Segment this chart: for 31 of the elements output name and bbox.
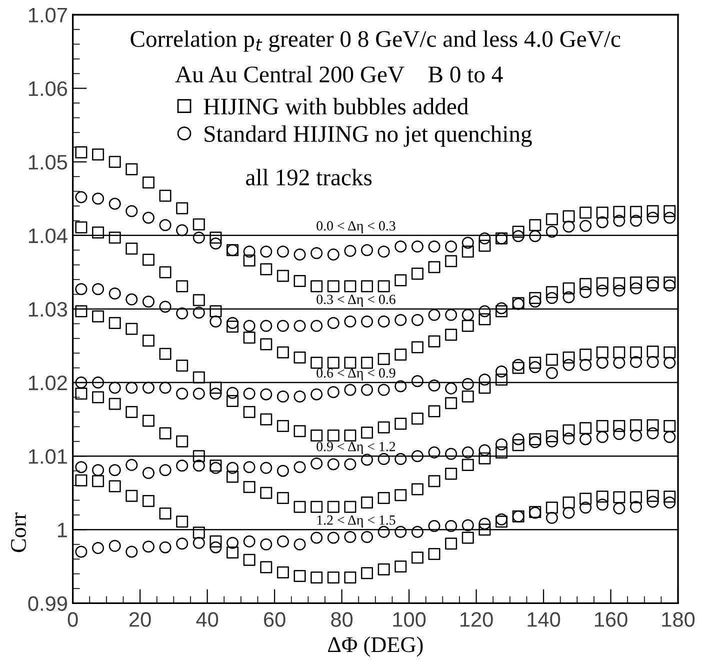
x-tick-label: 20 [130,612,151,627]
x-tick-label: 120 [460,612,493,627]
x-tick-label: 40 [196,612,218,627]
ref-line-label: 0.3 < Δη < 0.6 [316,294,396,307]
x-tick-label: 180 [662,612,695,627]
legend-label: Standard HIJING no jet quenching [204,125,532,147]
x-tick-label: 0 [68,612,78,627]
y-tick-label: 1 [58,522,67,538]
y-tick-label: 1.01 [29,449,67,464]
legend-label: HIJING with bubbles added [204,98,468,115]
ref-line-label: 0.9 < Δη < 1.2 [316,442,396,454]
y-axis-title: Corr [11,512,26,552]
x-tick-label: 60 [264,612,286,627]
y-tick-label: 1.05 [29,154,68,170]
ref-line-label: 0.6 < Δη < 0.9 [316,368,396,380]
ref-line-label: 1.2 < Δη < 1.5 [317,515,396,528]
y-tick-label: 1.03 [29,302,68,317]
text: Au Au Central 200 GeV B 0 to 4 [175,66,503,83]
x-tick-label: 140 [528,612,560,627]
x-tick-label: 160 [594,612,628,627]
x-tick-label: 100 [393,612,426,627]
y-tick-label: 0.99 [28,596,67,611]
y-tick-label: 1.06 [29,81,68,96]
y-tick-label: 1.04 [29,228,68,244]
text: Correlation p$_{t}$ greater 0 8 GeV/c and less 4.0 GeV/c [130,30,620,52]
y-tick-label: 1.02 [29,376,67,390]
x-tick-label: 80 [331,612,353,627]
annotation: all 192 tracks [246,168,372,186]
y-tick-label: 1.07 [29,8,67,23]
ref-line-label: 0.0 < Δη < 0.3 [316,221,396,234]
x-axis-title: ΔΦ (DEG) [328,636,423,657]
